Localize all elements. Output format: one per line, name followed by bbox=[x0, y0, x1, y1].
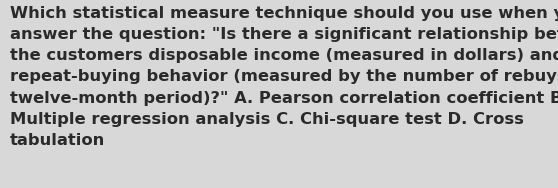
Text: Which statistical measure technique should you use when you
answer the question:: Which statistical measure technique shou… bbox=[10, 6, 558, 148]
